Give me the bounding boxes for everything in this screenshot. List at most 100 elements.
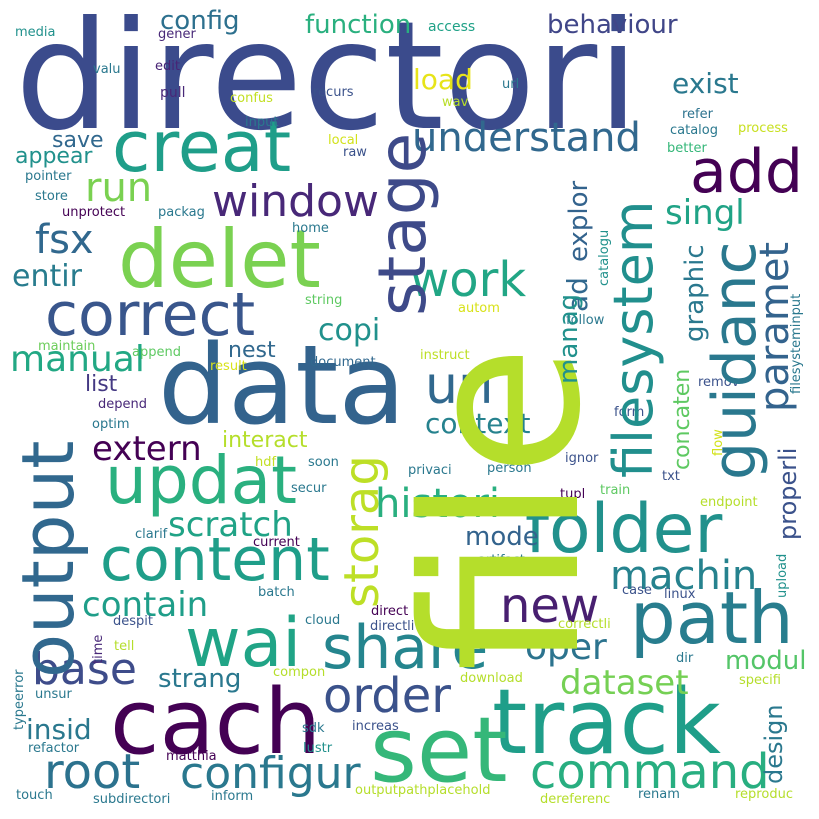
word-list: list (85, 372, 118, 397)
word-pointer: pointer (25, 169, 72, 184)
word-case: case (622, 583, 652, 598)
word-autom: autom (458, 301, 500, 316)
word-delet: delet (118, 213, 321, 306)
word-scratch: scratch (168, 505, 293, 545)
word-content: content (100, 525, 330, 595)
word-remov: remov (698, 375, 740, 390)
word-folder: folder (525, 490, 723, 569)
word-wai: wai (185, 604, 302, 683)
word-process: process (738, 121, 788, 136)
word-maintain: maintain (38, 339, 96, 354)
word-properli: properli (774, 447, 802, 540)
word-string: string (305, 293, 343, 308)
word-extern: extern (92, 429, 202, 469)
word-set: set (370, 698, 508, 803)
word-stage: stage (364, 132, 441, 316)
word-matthia: matthia (166, 749, 217, 764)
word-share: share (322, 613, 489, 683)
word-endpoint: endpoint (700, 495, 758, 510)
word-catalog: catalog (670, 123, 718, 138)
word-typeerror: typeerror (12, 669, 27, 730)
word-catalogu: catalogu (597, 229, 612, 286)
word-graphic: graphic (680, 244, 710, 342)
word-outputpathplacehold: outputpathplacehold (355, 783, 491, 798)
word-increas: increas (352, 719, 399, 734)
word-current: current (253, 535, 300, 550)
word-privaci: privaci (408, 463, 452, 478)
word-output: output (6, 440, 90, 678)
word-document: document (310, 355, 376, 370)
word-recurs: recurs (313, 85, 354, 100)
word-contain: contain (82, 585, 209, 625)
word-artifact: artifact (478, 553, 525, 568)
word-dir: dir (676, 651, 694, 666)
word-manag: manag (554, 293, 584, 384)
word-machin: machin (610, 553, 758, 599)
word-insid: insid (26, 713, 92, 746)
word-interact: interact (222, 428, 308, 453)
word-follow: follow (566, 313, 605, 328)
word-filesysteminput: filesysteminput (789, 293, 804, 394)
word-url: url (502, 77, 520, 92)
word-despit: despit (113, 614, 153, 629)
word-oper: oper (525, 627, 607, 668)
word-creat: creat (112, 106, 292, 188)
word-config: config (160, 6, 240, 36)
word-explor: explor (564, 180, 594, 262)
word-linux: linux (664, 587, 696, 602)
word-depend: depend (98, 397, 147, 412)
word-nest: nest (228, 338, 276, 363)
word-store: store (35, 189, 68, 204)
word-design: design (760, 704, 788, 784)
word-secur: secur (291, 481, 327, 496)
word-add: add (690, 137, 803, 207)
word-txt: txt (662, 469, 680, 484)
word-time: time (91, 634, 106, 664)
word-context: context (425, 407, 531, 440)
word-correct: correct (45, 280, 256, 350)
word-updat: updat (105, 442, 297, 519)
word-soon: soon (308, 455, 339, 470)
word-run: run (85, 165, 153, 211)
word-data: data (158, 321, 406, 449)
word-filesystem: filesystem (602, 200, 665, 478)
word-specifi: specifi (739, 673, 781, 688)
word-tupl: tupl (560, 487, 586, 502)
word-behaviour: behaviour (547, 10, 678, 40)
word-tell: tell (114, 639, 135, 654)
word-copi: copi (318, 313, 381, 348)
word-touch: touch (16, 788, 53, 803)
word-local: local (328, 133, 359, 148)
word-download: download (460, 671, 523, 686)
word-mode: mode (465, 522, 539, 552)
word-optim: optim (92, 417, 130, 432)
word-lustr: lustr (303, 741, 333, 756)
word-ignor: ignor (565, 451, 599, 466)
word-better: better (667, 141, 707, 156)
word-work: work (410, 252, 527, 308)
word-sdk: sdk (302, 721, 325, 736)
word-concaten: concaten (670, 368, 695, 470)
word-exist: exist (672, 67, 739, 100)
word-renam: renam (638, 787, 680, 802)
word-histori: histori (375, 481, 501, 527)
word-flow: flow (711, 429, 726, 456)
word-home: home (292, 221, 329, 236)
word-batch: batch (258, 585, 295, 600)
word-correctli: correctli (558, 617, 611, 632)
word-path: path (630, 576, 794, 660)
word-entir: entir (12, 259, 82, 294)
word-function: function (305, 10, 412, 40)
word-packag: packag (158, 205, 205, 220)
word-understand: understand (412, 115, 641, 161)
word-reproduc: reproduc (735, 787, 793, 802)
word-subdirectori: subdirectori (93, 792, 171, 807)
word-strang: strang (158, 664, 242, 694)
word-unsur: unsur (35, 687, 72, 702)
word-input: input (245, 115, 279, 130)
word-order: order (323, 668, 451, 724)
word-track: track (492, 670, 722, 775)
word-base: base (32, 644, 137, 695)
word-save: save (52, 128, 104, 153)
